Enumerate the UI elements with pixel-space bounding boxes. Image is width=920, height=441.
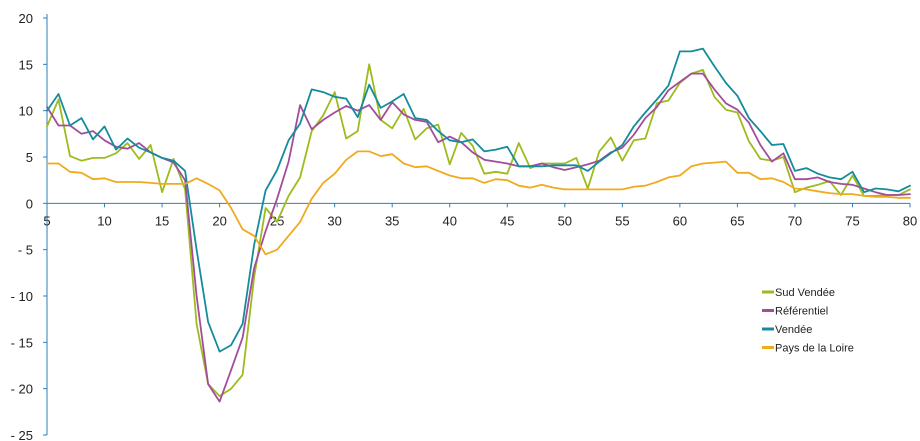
series-line-0: [46, 63, 911, 398]
x-tick-label: 35: [385, 213, 399, 228]
y-tick-label: 5: [26, 150, 33, 165]
y-tick-label: - 20: [11, 382, 33, 397]
series-line-1: [46, 72, 911, 403]
x-tick-label: 60: [673, 213, 687, 228]
x-tick-label: 55: [615, 213, 629, 228]
y-tick-label: - 15: [11, 335, 33, 350]
x-tick-label: 65: [730, 213, 744, 228]
x-tick-label: 5: [43, 213, 50, 228]
x-tick-label: 75: [845, 213, 859, 228]
x-tick-label: 15: [155, 213, 169, 228]
x-tick-label: 10: [97, 213, 111, 228]
legend-label: Pays de la Loire: [775, 343, 854, 355]
y-tick-label: 20: [19, 11, 33, 26]
series-lines: [46, 47, 911, 403]
x-tick-label: 45: [500, 213, 514, 228]
legend-label: Sud Vendée: [775, 287, 835, 299]
series-line-2: [46, 47, 911, 353]
y-tick-label: 10: [19, 104, 33, 119]
x-tick-label: 70: [788, 213, 802, 228]
x-tick-label: 20: [212, 213, 226, 228]
legend: Sud Vendée Référentiel Vendée Pays de la Lo…: [762, 287, 854, 355]
x-tick-label: 40: [442, 213, 456, 228]
series-line-3: [46, 150, 911, 256]
y-tick-label: 15: [19, 57, 33, 72]
legend-label: Référentiel: [775, 306, 828, 318]
y-tick-label: - 5: [18, 243, 33, 258]
y-tick-label: - 10: [11, 289, 33, 304]
x-tick-label: 30: [327, 213, 341, 228]
x-axis: 5 10 15 20 25 30 35 40 45 50 55 60 65 70 75 80: [43, 202, 917, 228]
legend-label: Vendée: [775, 324, 812, 336]
y-tick-label: 0: [26, 196, 33, 211]
x-tick-label: 80: [903, 213, 917, 228]
x-tick-label: 50: [558, 213, 572, 228]
y-tick-label: - 25: [11, 428, 33, 441]
